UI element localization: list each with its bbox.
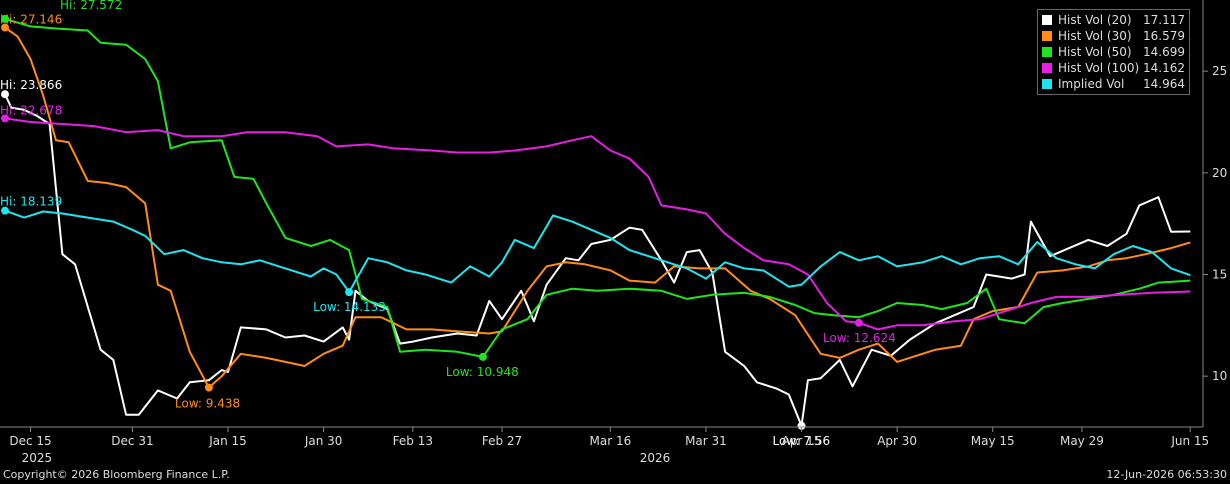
annotation-label: Low: 9.438 bbox=[175, 397, 240, 411]
x-tick-label: Mar 16 bbox=[590, 434, 632, 448]
legend-value: 16.579 bbox=[1143, 29, 1185, 43]
annotation-label: Low: 10.948 bbox=[446, 365, 519, 379]
x-tick-label: Mar 31 bbox=[685, 434, 727, 448]
annotation-marker bbox=[1, 206, 9, 215]
annotation-label: Hi: 27.572 bbox=[60, 0, 122, 12]
x-tick-label: Feb 27 bbox=[482, 434, 522, 448]
legend-value: 14.699 bbox=[1143, 45, 1185, 59]
legend-swatch bbox=[1042, 31, 1052, 41]
x-tick-label: Apr 30 bbox=[877, 434, 917, 448]
legend-label: Implied Vol bbox=[1058, 77, 1125, 91]
annotation-marker bbox=[478, 352, 487, 361]
copyright-text: Copyright© 2026 Bloomberg Finance L.P. bbox=[3, 468, 230, 481]
annotation-marker bbox=[797, 421, 806, 430]
x-tick-label: May 15 bbox=[971, 434, 1015, 448]
y-tick-label: 10 bbox=[1212, 369, 1227, 383]
year-label: 2026 bbox=[640, 451, 671, 465]
legend-label: Hist Vol (30) bbox=[1058, 29, 1132, 43]
legend-swatch bbox=[1042, 15, 1052, 25]
y-axis-ticks: 10 15 20 25 bbox=[1203, 64, 1227, 383]
annotation-marker bbox=[1, 114, 9, 123]
legend-item-hist-vol-20: Hist Vol (20) 17.117 bbox=[1042, 12, 1185, 28]
x-tick-label: Dec 15 bbox=[9, 434, 51, 448]
annotation-marker bbox=[1, 90, 9, 99]
legend-value: 17.117 bbox=[1143, 13, 1185, 27]
legend-swatch bbox=[1042, 63, 1052, 73]
annotation-label: Hi: 27.146 bbox=[0, 13, 62, 27]
annotation-label: Low: 7.56 bbox=[773, 434, 831, 448]
legend-swatch bbox=[1042, 79, 1052, 89]
annotation-label: Low: 14.133 bbox=[313, 300, 386, 314]
x-tick-label: Dec 31 bbox=[111, 434, 153, 448]
legend-item-hist-vol-50: Hist Vol (50) 14.699 bbox=[1042, 44, 1185, 60]
legend-value: 14.964 bbox=[1143, 77, 1185, 91]
legend-item-hist-vol-100: Hist Vol (100) 14.162 bbox=[1042, 60, 1185, 76]
annotation-marker bbox=[1, 14, 9, 23]
x-tick-label: Apr 15 bbox=[782, 434, 822, 448]
x-tick-label: Jun 15 bbox=[1170, 434, 1209, 448]
annotation-label: Hi: 18.139 bbox=[0, 195, 62, 209]
series-line-implied-vol bbox=[4, 209, 1191, 294]
legend: Hist Vol (20) 17.117 Hist Vol (30) 16.57… bbox=[1037, 9, 1190, 95]
y-tick-label: 25 bbox=[1212, 64, 1227, 78]
x-tick-label: Jan 30 bbox=[304, 434, 343, 448]
legend-label: Hist Vol (100) bbox=[1058, 61, 1140, 75]
annotation-label: Hi: 22.678 bbox=[0, 103, 62, 117]
series-layer bbox=[4, 17, 1191, 427]
annotation-marker bbox=[345, 288, 354, 297]
x-axis-ticks: Dec 15 Dec 31 Jan 15 Jan 30 Feb 13 Feb 27 Mar … bbox=[9, 427, 1209, 465]
year-label: 2025 bbox=[22, 451, 53, 465]
annotation-label: Hi: 23.866 bbox=[0, 78, 62, 92]
timestamp-text: 12-Jun-2026 06:53:30 bbox=[1106, 468, 1227, 481]
legend-item-hist-vol-30: Hist Vol (30) 16.579 bbox=[1042, 28, 1185, 44]
x-tick-label: May 29 bbox=[1060, 434, 1104, 448]
x-tick-label: Jan 15 bbox=[208, 434, 247, 448]
annotation-marker bbox=[1, 23, 9, 32]
legend-value: 14.162 bbox=[1143, 61, 1185, 75]
series-line-hist-vol-30 bbox=[4, 26, 1191, 389]
series-line-hist-vol-100 bbox=[4, 117, 1191, 331]
annotation-label: Low: 12.624 bbox=[823, 331, 896, 345]
legend-label: Hist Vol (50) bbox=[1058, 45, 1132, 59]
legend-label: Hist Vol (20) bbox=[1058, 13, 1132, 27]
annotation-marker bbox=[854, 318, 863, 327]
legend-swatch bbox=[1042, 47, 1052, 57]
y-tick-label: 20 bbox=[1212, 166, 1227, 180]
annotation-marker bbox=[204, 383, 213, 392]
series-line-hist-vol-50 bbox=[4, 17, 1191, 358]
x-tick-label: Feb 13 bbox=[393, 434, 433, 448]
y-tick-label: 15 bbox=[1212, 268, 1227, 282]
legend-item-implied-vol: Implied Vol 14.964 bbox=[1042, 76, 1185, 92]
